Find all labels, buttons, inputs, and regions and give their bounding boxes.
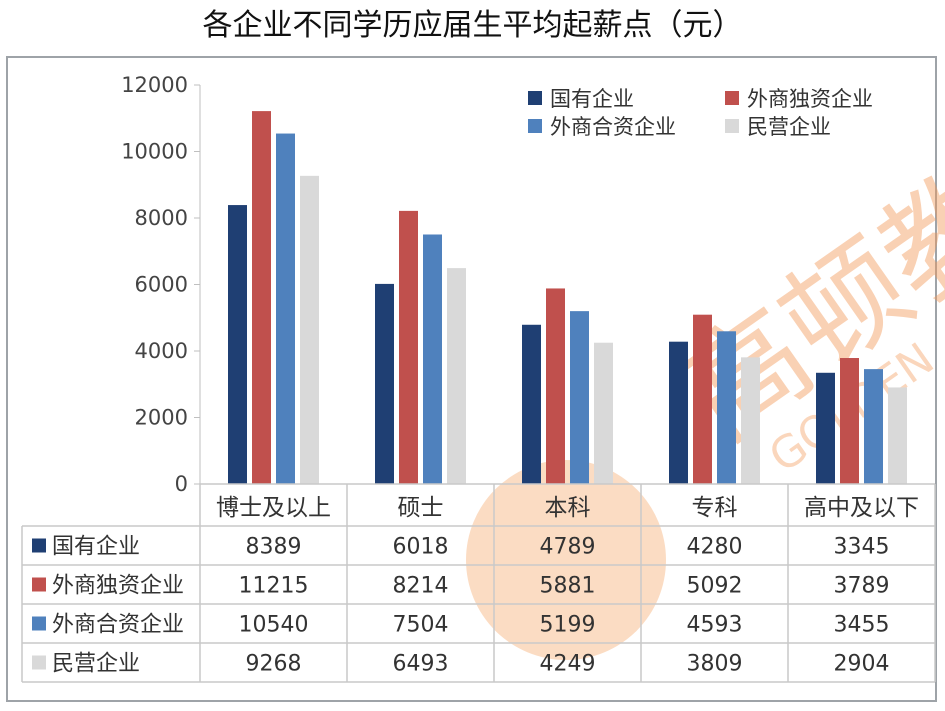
table-value: 9268 bbox=[246, 652, 302, 677]
table-value: 5199 bbox=[540, 613, 596, 638]
table-series-key bbox=[32, 577, 46, 592]
y-tick-label: 0 bbox=[175, 472, 188, 496]
bar bbox=[375, 283, 394, 484]
legend-swatch bbox=[725, 119, 739, 133]
table-value: 3809 bbox=[687, 652, 743, 677]
table-value: 8389 bbox=[246, 535, 302, 560]
category-label: 博士及以上 bbox=[216, 495, 331, 521]
table-value: 6018 bbox=[393, 535, 449, 560]
bar bbox=[447, 268, 466, 484]
bar bbox=[399, 210, 418, 484]
bar bbox=[816, 372, 835, 484]
chart-title: 各企业不同学历应届生平均起薪点（元） bbox=[202, 8, 743, 43]
bar bbox=[888, 387, 907, 484]
legend-label: 外商独资企业 bbox=[747, 87, 873, 111]
table-series-key bbox=[32, 655, 46, 670]
table-value: 3789 bbox=[834, 574, 890, 599]
bar bbox=[693, 314, 712, 484]
bar bbox=[228, 205, 247, 485]
bar bbox=[717, 331, 736, 484]
y-tick-label: 4000 bbox=[135, 339, 188, 363]
table-series-name: 民营企业 bbox=[52, 652, 140, 677]
legend-swatch bbox=[528, 91, 542, 105]
bar bbox=[594, 342, 613, 484]
bar bbox=[864, 369, 883, 484]
bar bbox=[252, 111, 271, 484]
y-tick-label: 10000 bbox=[121, 140, 188, 164]
category-label: 本科 bbox=[545, 495, 591, 521]
table-series-name: 外商合资企业 bbox=[52, 613, 184, 638]
category-label: 高中及以下 bbox=[804, 495, 919, 521]
table-value: 5092 bbox=[687, 574, 743, 599]
bar bbox=[741, 357, 760, 484]
bar bbox=[423, 234, 442, 484]
table-value: 3345 bbox=[834, 535, 890, 560]
table-value: 5881 bbox=[540, 574, 596, 599]
table-value: 4249 bbox=[540, 652, 596, 677]
table-value: 4593 bbox=[687, 613, 743, 638]
legend-label: 外商合资企业 bbox=[550, 115, 676, 139]
y-tick-label: 6000 bbox=[135, 273, 188, 297]
y-axis: 0 2000 4000 6000 8000 10000 12000 bbox=[121, 73, 201, 496]
bar bbox=[570, 311, 589, 484]
chart-frame bbox=[6, 56, 937, 702]
table-value: 4789 bbox=[540, 535, 596, 560]
bar bbox=[300, 175, 319, 485]
table-value: 4280 bbox=[687, 535, 743, 560]
table-value: 10540 bbox=[239, 613, 309, 638]
table-value: 11215 bbox=[239, 574, 309, 599]
watermark-circle bbox=[466, 460, 666, 660]
table-value: 7504 bbox=[393, 613, 449, 638]
bar bbox=[276, 133, 295, 485]
table-series-key bbox=[32, 538, 46, 553]
bar bbox=[840, 358, 859, 484]
legend-swatch bbox=[725, 91, 739, 105]
table-series-name: 外商独资企业 bbox=[52, 574, 184, 599]
bar bbox=[546, 288, 565, 484]
category-label: 专科 bbox=[692, 495, 738, 521]
legend-label: 国有企业 bbox=[550, 87, 634, 111]
table-value: 8214 bbox=[393, 574, 449, 599]
legend-swatch bbox=[528, 119, 542, 133]
category-label: 硕士 bbox=[398, 495, 444, 521]
table-value: 3455 bbox=[834, 613, 890, 638]
y-tick-label: 8000 bbox=[135, 206, 188, 230]
bar bbox=[669, 341, 688, 484]
legend-label: 民营企业 bbox=[747, 115, 831, 139]
table-value: 2904 bbox=[834, 652, 890, 677]
table-series-name: 国有企业 bbox=[52, 535, 140, 560]
table-series-key bbox=[32, 616, 46, 631]
bar bbox=[522, 324, 541, 484]
y-tick-label: 2000 bbox=[135, 406, 188, 430]
y-tick-label: 12000 bbox=[121, 73, 188, 97]
bars bbox=[228, 111, 907, 485]
table-value: 6493 bbox=[393, 652, 449, 677]
